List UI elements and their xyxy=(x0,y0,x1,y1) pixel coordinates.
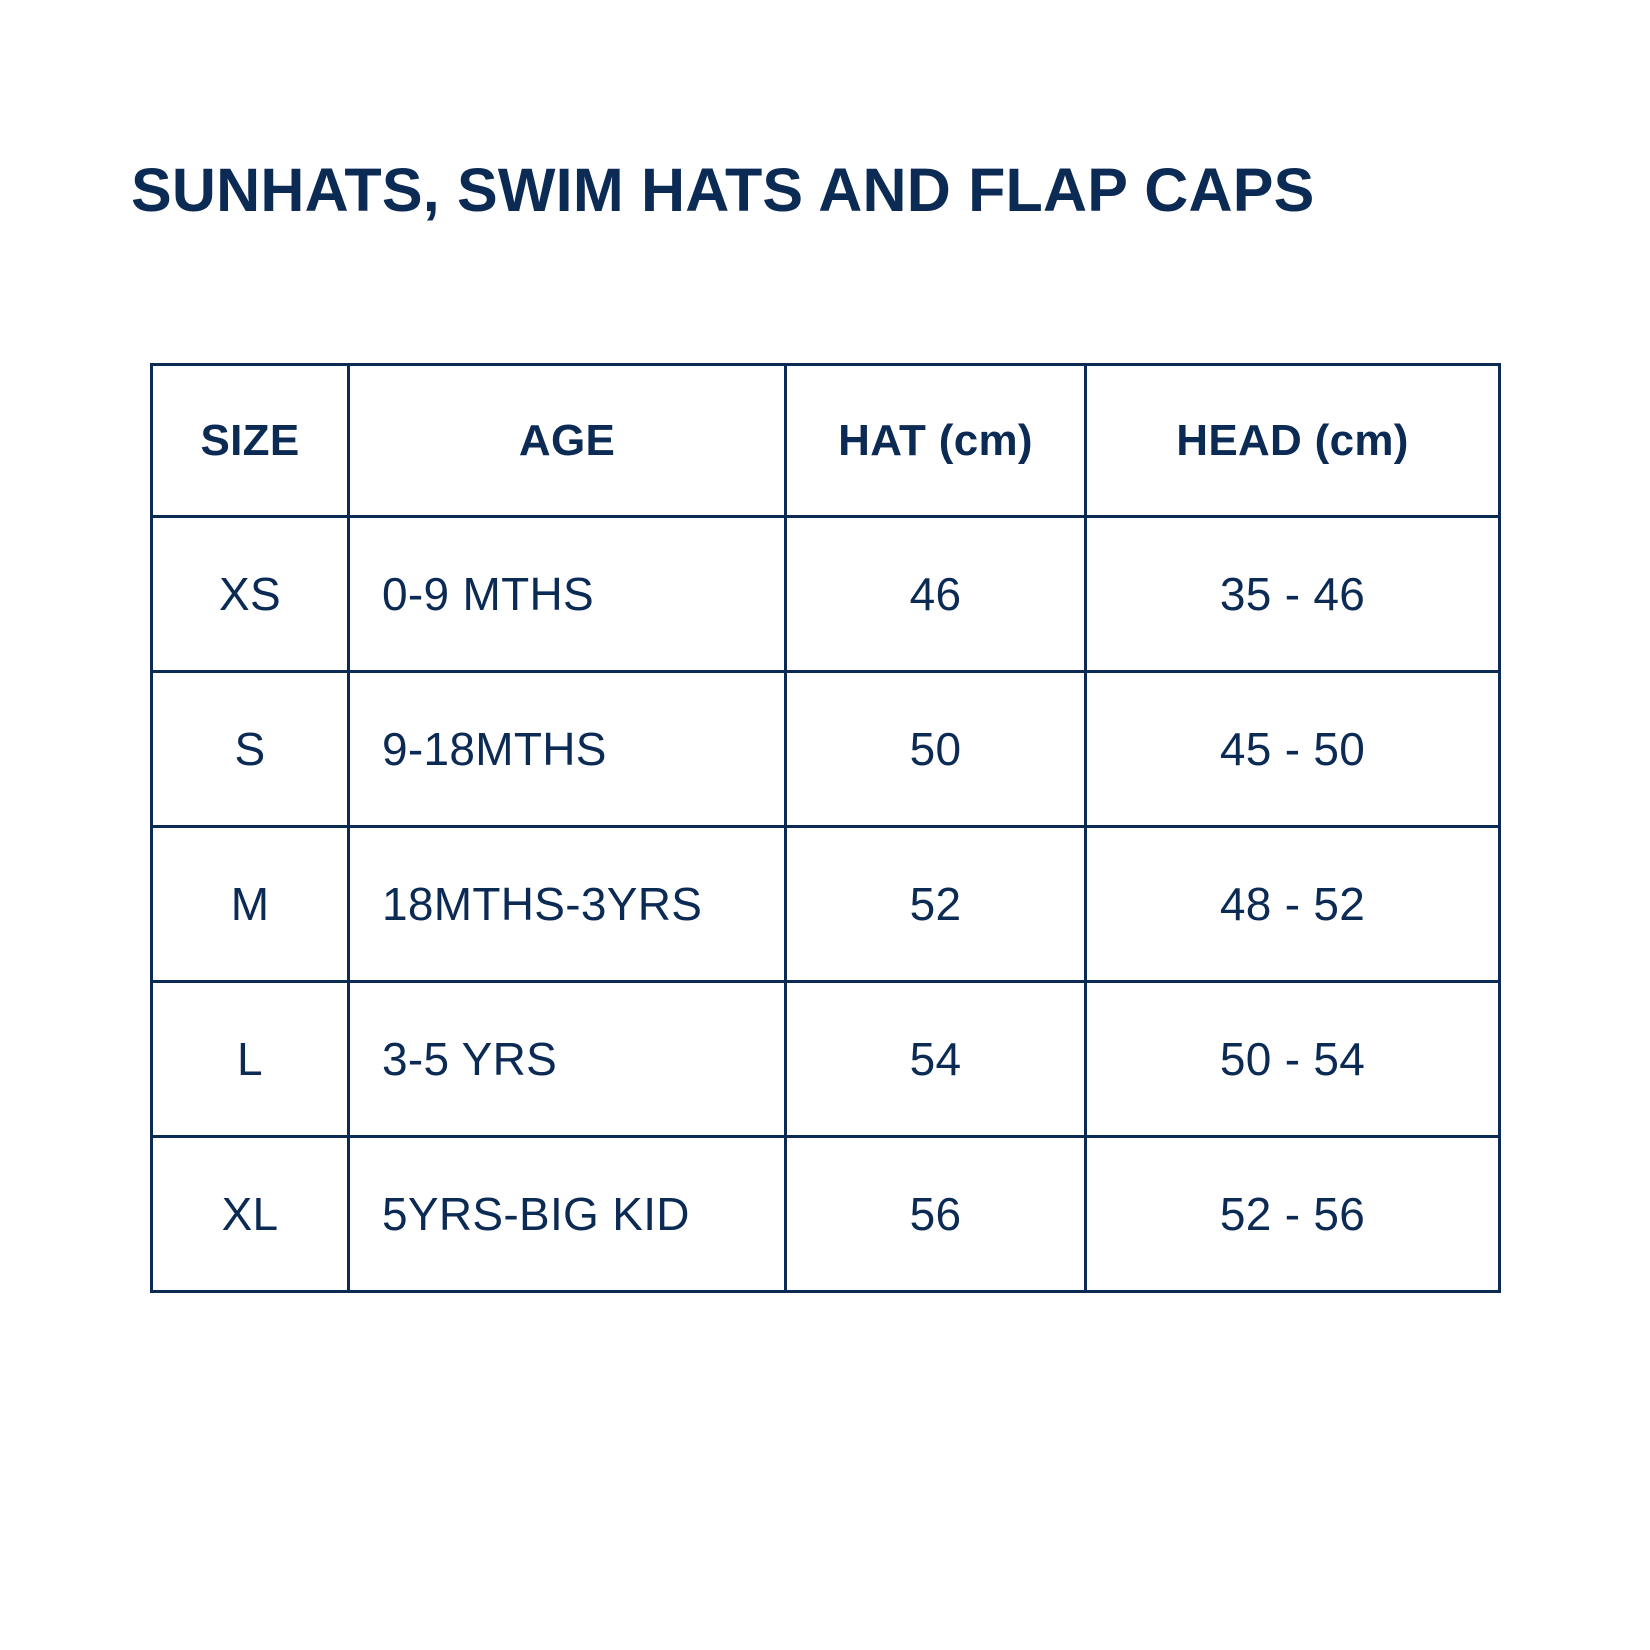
table-header-row: SIZE AGE HAT (cm) HEAD (cm) xyxy=(150,363,1501,518)
cell-head: 45 - 50 xyxy=(1084,670,1501,828)
page-title: SUNHATS, SWIM HATS AND FLAP CAPS xyxy=(131,156,1315,224)
column-header-head: HEAD (cm) xyxy=(1084,363,1501,518)
size-chart-table: SIZE AGE HAT (cm) HEAD (cm) XS 0-9 MTHS … xyxy=(150,363,1501,1293)
cell-age: 9-18MTHS xyxy=(347,670,787,828)
cell-hat: 56 xyxy=(784,1135,1087,1293)
column-header-age: AGE xyxy=(347,363,787,518)
cell-size: S xyxy=(150,670,350,828)
cell-age: 18MTHS-3YRS xyxy=(347,825,787,983)
cell-size: XL xyxy=(150,1135,350,1293)
cell-head: 48 - 52 xyxy=(1084,825,1501,983)
cell-hat: 54 xyxy=(784,980,1087,1138)
cell-hat: 52 xyxy=(784,825,1087,983)
table-row: M 18MTHS-3YRS 52 48 - 52 xyxy=(150,825,1501,983)
cell-head: 52 - 56 xyxy=(1084,1135,1501,1293)
cell-hat: 46 xyxy=(784,515,1087,673)
column-header-hat: HAT (cm) xyxy=(784,363,1087,518)
table-header: SIZE AGE HAT (cm) HEAD (cm) xyxy=(150,363,1501,518)
size-chart-table-container: SIZE AGE HAT (cm) HEAD (cm) XS 0-9 MTHS … xyxy=(150,363,1501,1293)
table-row: XS 0-9 MTHS 46 35 - 46 xyxy=(150,515,1501,673)
table-row: S 9-18MTHS 50 45 - 50 xyxy=(150,670,1501,828)
column-header-size: SIZE xyxy=(150,363,350,518)
cell-head: 50 - 54 xyxy=(1084,980,1501,1138)
table-row: XL 5YRS-BIG KID 56 52 - 56 xyxy=(150,1135,1501,1293)
table-row: L 3-5 YRS 54 50 - 54 xyxy=(150,980,1501,1138)
cell-size: XS xyxy=(150,515,350,673)
cell-head: 35 - 46 xyxy=(1084,515,1501,673)
cell-age: 3-5 YRS xyxy=(347,980,787,1138)
cell-hat: 50 xyxy=(784,670,1087,828)
cell-size: L xyxy=(150,980,350,1138)
cell-age: 5YRS-BIG KID xyxy=(347,1135,787,1293)
cell-size: M xyxy=(150,825,350,983)
cell-age: 0-9 MTHS xyxy=(347,515,787,673)
table-body: XS 0-9 MTHS 46 35 - 46 S 9-18MTHS 50 45 … xyxy=(150,515,1501,1293)
